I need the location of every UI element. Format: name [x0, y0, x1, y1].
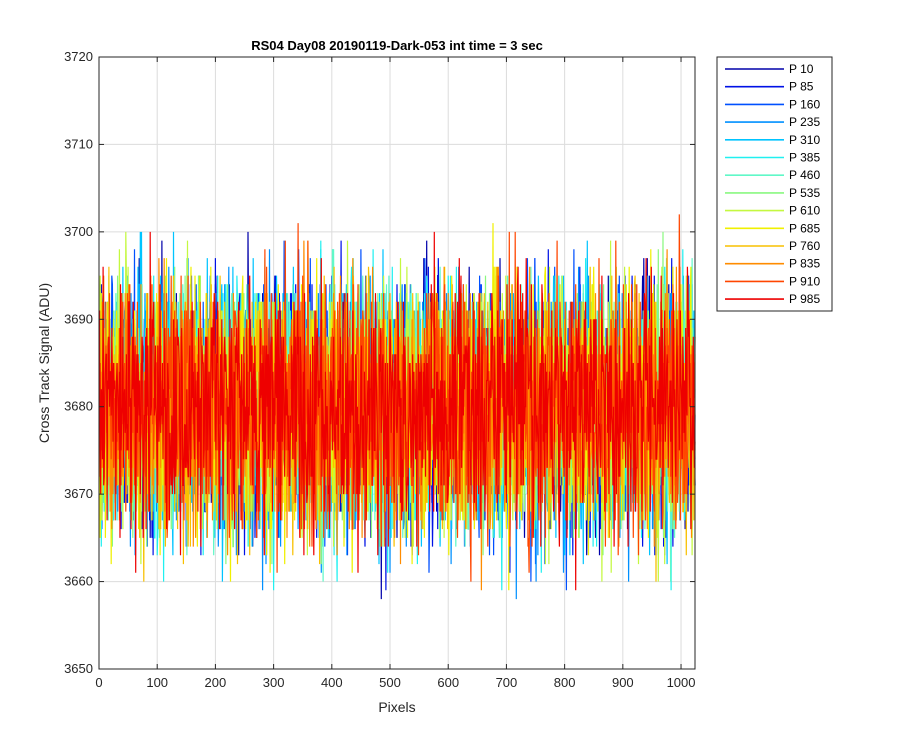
y-tick-label: 3650: [64, 661, 93, 676]
legend-label: P 685: [789, 221, 820, 235]
y-tick-label: 3710: [64, 136, 93, 151]
x-axis-title: Pixels: [378, 699, 415, 715]
x-tick-label: 900: [612, 675, 634, 690]
x-tick-label: 0: [95, 675, 102, 690]
legend-label: P 10: [789, 62, 814, 76]
x-tick-label: 1000: [667, 675, 696, 690]
legend-label: P 310: [789, 133, 820, 147]
legend-label: P 235: [789, 115, 820, 129]
y-tick-label: 3670: [64, 486, 93, 501]
x-tick-label: 200: [205, 675, 227, 690]
axes-box: [98, 56, 696, 670]
x-tick-label: 800: [554, 675, 576, 690]
y-tick-label: 3720: [64, 49, 93, 64]
series-layer: [99, 214, 696, 600]
x-tick-label: 100: [146, 675, 168, 690]
y-tick-label: 3700: [64, 224, 93, 239]
x-tick-label: 500: [379, 675, 401, 690]
y-tick-label: 3690: [64, 311, 93, 326]
legend: P 10 P 85 P 160 P 235 P 310 P 385 P 460 P 535 P …: [716, 56, 833, 312]
series-line-p985: [99, 231, 696, 591]
x-tick-label: 300: [263, 675, 285, 690]
legend-label: P 460: [789, 168, 820, 182]
x-tick-label: 700: [496, 675, 518, 690]
legend-label: P 985: [789, 292, 820, 306]
y-tick-label: 3680: [64, 399, 93, 414]
legend-box: [716, 56, 833, 312]
y-axis-title: Cross Track Signal (ADU): [36, 283, 52, 443]
legend-label: P 910: [789, 274, 820, 288]
legend-label: P 85: [789, 80, 814, 94]
legend-label: P 385: [789, 151, 820, 165]
chart-title: RS04 Day08 20190119-Dark-053 int time = …: [251, 38, 543, 53]
legend-label: P 610: [789, 204, 820, 218]
legend-label: P 160: [789, 97, 820, 111]
legend-label: P 535: [789, 186, 820, 200]
ticks: 0 100 200 300 400 500 600 700 800 900 1000 3650 3660…: [64, 49, 695, 690]
y-tick-label: 3660: [64, 574, 93, 589]
x-tick-label: 600: [437, 675, 459, 690]
legend-label: P 760: [789, 239, 820, 253]
x-tick-label: 400: [321, 675, 343, 690]
legend-label: P 835: [789, 257, 820, 271]
